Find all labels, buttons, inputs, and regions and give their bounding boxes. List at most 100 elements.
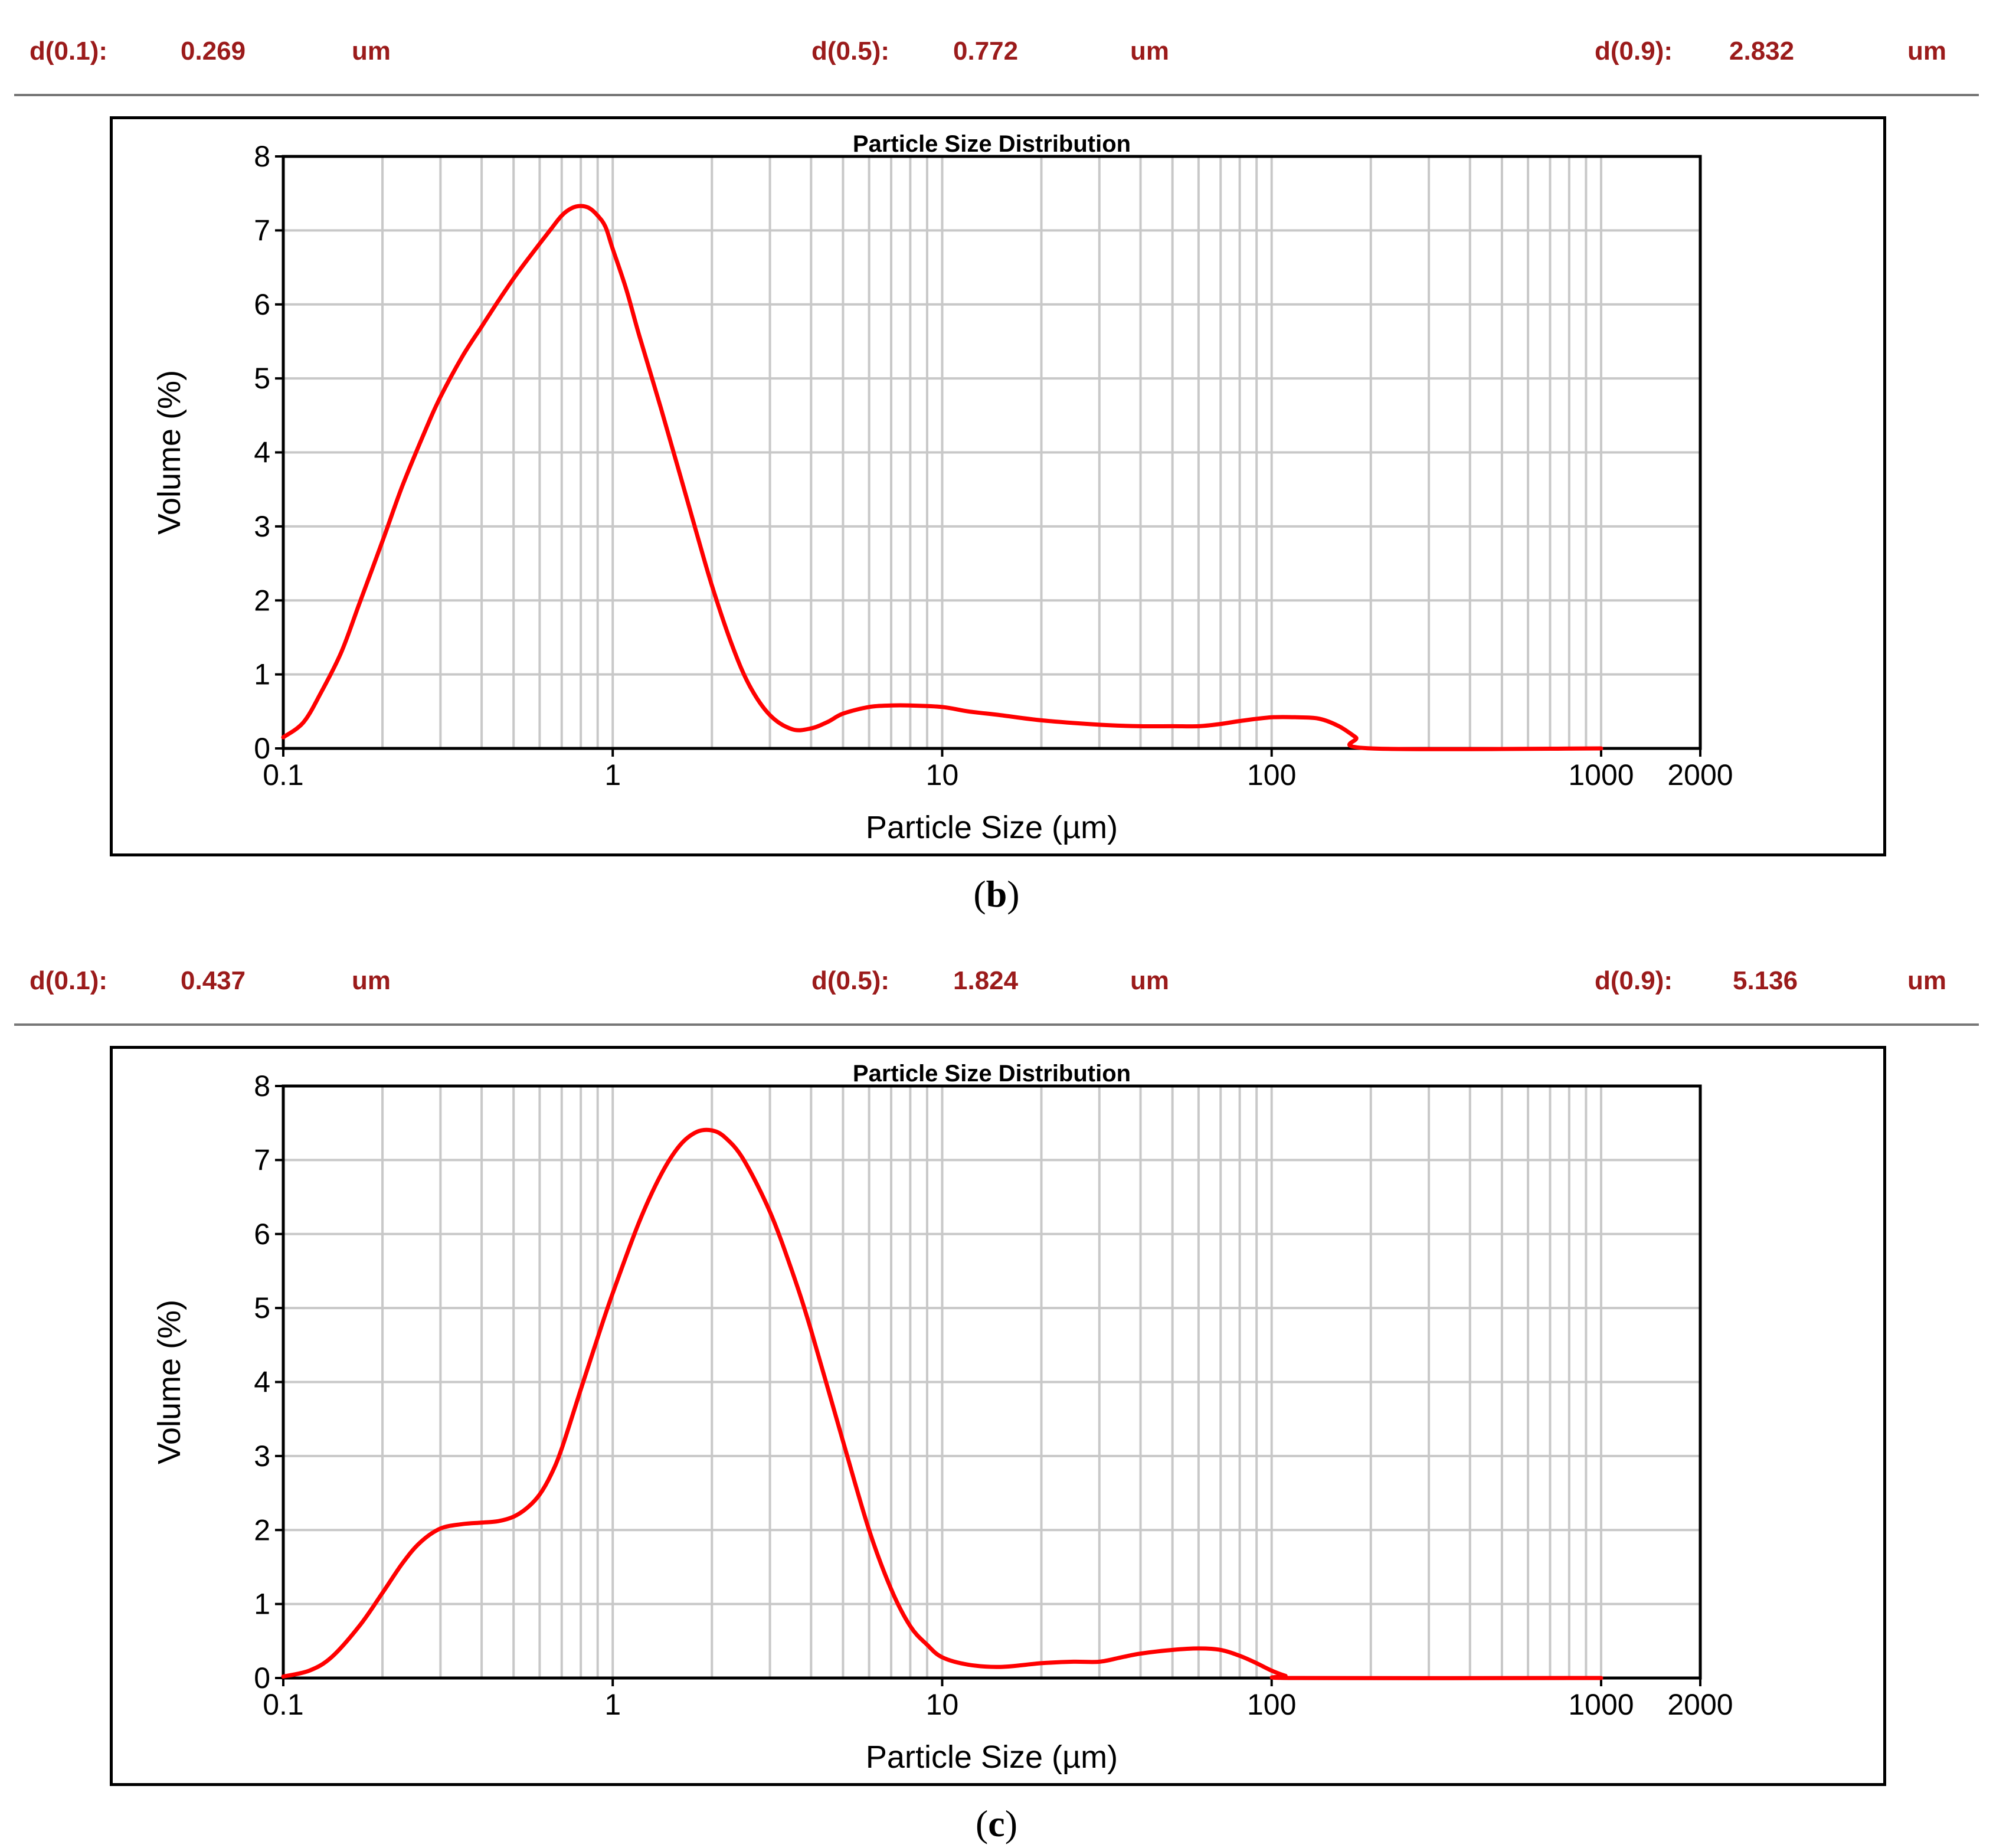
data-point	[625, 288, 628, 291]
d50-label: d(0.5):	[811, 37, 889, 66]
data-point	[461, 1523, 464, 1526]
data-point	[941, 1656, 944, 1659]
data-point	[748, 684, 751, 687]
data-point	[1098, 723, 1101, 726]
data-point	[1197, 725, 1200, 728]
d10-unit: um	[352, 966, 391, 995]
data-point	[1219, 1649, 1222, 1651]
y-axis-label: Volume (%)	[152, 1300, 187, 1464]
data-point	[1197, 1647, 1200, 1650]
data-point	[711, 584, 714, 587]
data-point	[549, 227, 552, 230]
data-point	[695, 532, 698, 535]
x-tick-label: 1	[604, 1688, 621, 1721]
data-point	[560, 214, 563, 217]
data-point	[967, 710, 970, 713]
d50-value: 0.772	[953, 37, 1019, 66]
y-tick-label: 1	[254, 1588, 270, 1621]
data-point	[401, 1562, 404, 1565]
data-point	[439, 1527, 442, 1530]
data-point	[330, 1656, 333, 1659]
x-tick-label: 100	[1247, 758, 1296, 791]
d90-value: 5.136	[1733, 966, 1798, 995]
chart-frame: 0 1 2 3 4 5 6 7 8 0.1 1 10 100 1000 2000 Particle Size …	[110, 1046, 1886, 1786]
data-point	[659, 1173, 662, 1176]
y-tick-label: 4	[254, 1366, 270, 1399]
d50-unit: um	[1130, 966, 1169, 995]
divider	[14, 1023, 1979, 1026]
data-point	[549, 1473, 552, 1476]
x-tick-label: 1000	[1568, 1688, 1634, 1721]
d90-label: d(0.9):	[1595, 37, 1673, 66]
x-tick-label: 100	[1247, 1688, 1296, 1721]
data-point	[580, 1388, 582, 1391]
data-point	[560, 1447, 563, 1450]
data-point	[909, 1625, 912, 1628]
figure-caption: (b)	[0, 872, 1993, 916]
x-tick-label: 0.1	[263, 1688, 304, 1721]
data-point	[1238, 1654, 1241, 1657]
data-point	[611, 247, 614, 250]
data-point	[909, 704, 912, 707]
data-point	[695, 1130, 698, 1133]
data-point	[1318, 717, 1321, 720]
y-axis-label: Volume (%)	[152, 370, 187, 535]
data-point	[1040, 719, 1043, 722]
chart-title: Particle Size Distribution	[853, 131, 1131, 157]
data-point	[512, 1515, 515, 1518]
d50-value: 1.824	[953, 966, 1019, 995]
x-tick-label: 10	[926, 758, 959, 791]
y-tick-label: 5	[254, 362, 270, 395]
data-point	[358, 1625, 361, 1628]
data-point	[941, 705, 944, 708]
psd-chart: 0 1 2 3 4 5 6 7 8 0.1 1 10 100 1000 2000 Particle Size …	[152, 1061, 1733, 1775]
x-axis-label: Particle Size (µm)	[866, 810, 1118, 845]
data-point	[538, 1493, 541, 1496]
data-point	[826, 720, 829, 723]
d10-label: d(0.1):	[30, 966, 107, 995]
caption-letter: b	[986, 873, 1007, 915]
data-point	[424, 429, 427, 431]
caption-open: (	[975, 1803, 989, 1844]
data-point	[711, 1129, 714, 1132]
caption-letter: c	[988, 1803, 1005, 1844]
d10-value: 0.437	[181, 966, 246, 995]
data-point	[302, 721, 305, 724]
data-point	[810, 727, 813, 730]
data-point	[1139, 725, 1142, 728]
data-point	[480, 325, 483, 328]
series-line	[281, 204, 1603, 751]
y-tick-label: 2	[254, 1513, 270, 1546]
data-point	[596, 214, 599, 217]
y-tick-label: 8	[254, 140, 270, 173]
x-tick-label: 2000	[1667, 1688, 1733, 1721]
data-point	[1171, 725, 1174, 728]
psd-chart: 0 1 2 3 4 5 6 7 8 0.1 1 10 100 1000 2000 Particle Size …	[152, 131, 1733, 845]
data-point	[1284, 1674, 1287, 1677]
data-point	[791, 728, 793, 731]
y-tick-label: 1	[254, 658, 270, 691]
data-point	[480, 1521, 483, 1524]
x-axis-label: Particle Size (µm)	[866, 1739, 1118, 1775]
d10-unit: um	[352, 37, 391, 66]
d90-label: d(0.9):	[1595, 966, 1673, 995]
data-point	[461, 355, 464, 358]
y-tick-label: 3	[254, 510, 270, 543]
data-point	[1354, 736, 1357, 739]
data-point	[1270, 716, 1273, 719]
data-point	[1255, 1661, 1258, 1664]
caption-open: (	[973, 873, 986, 915]
d50-label: d(0.5):	[811, 966, 889, 995]
data-point	[679, 1144, 682, 1147]
data-point	[842, 712, 845, 715]
data-point	[1296, 1677, 1299, 1679]
data-point	[358, 603, 361, 606]
chart-title: Particle Size Distribution	[853, 1061, 1131, 1087]
data-point	[1270, 1669, 1273, 1672]
data-point	[890, 1588, 892, 1591]
d90-unit: um	[1907, 966, 1946, 995]
data-point	[526, 259, 529, 261]
y-tick-label: 0	[254, 1661, 270, 1695]
data-point	[570, 207, 573, 210]
data-point	[282, 736, 284, 739]
